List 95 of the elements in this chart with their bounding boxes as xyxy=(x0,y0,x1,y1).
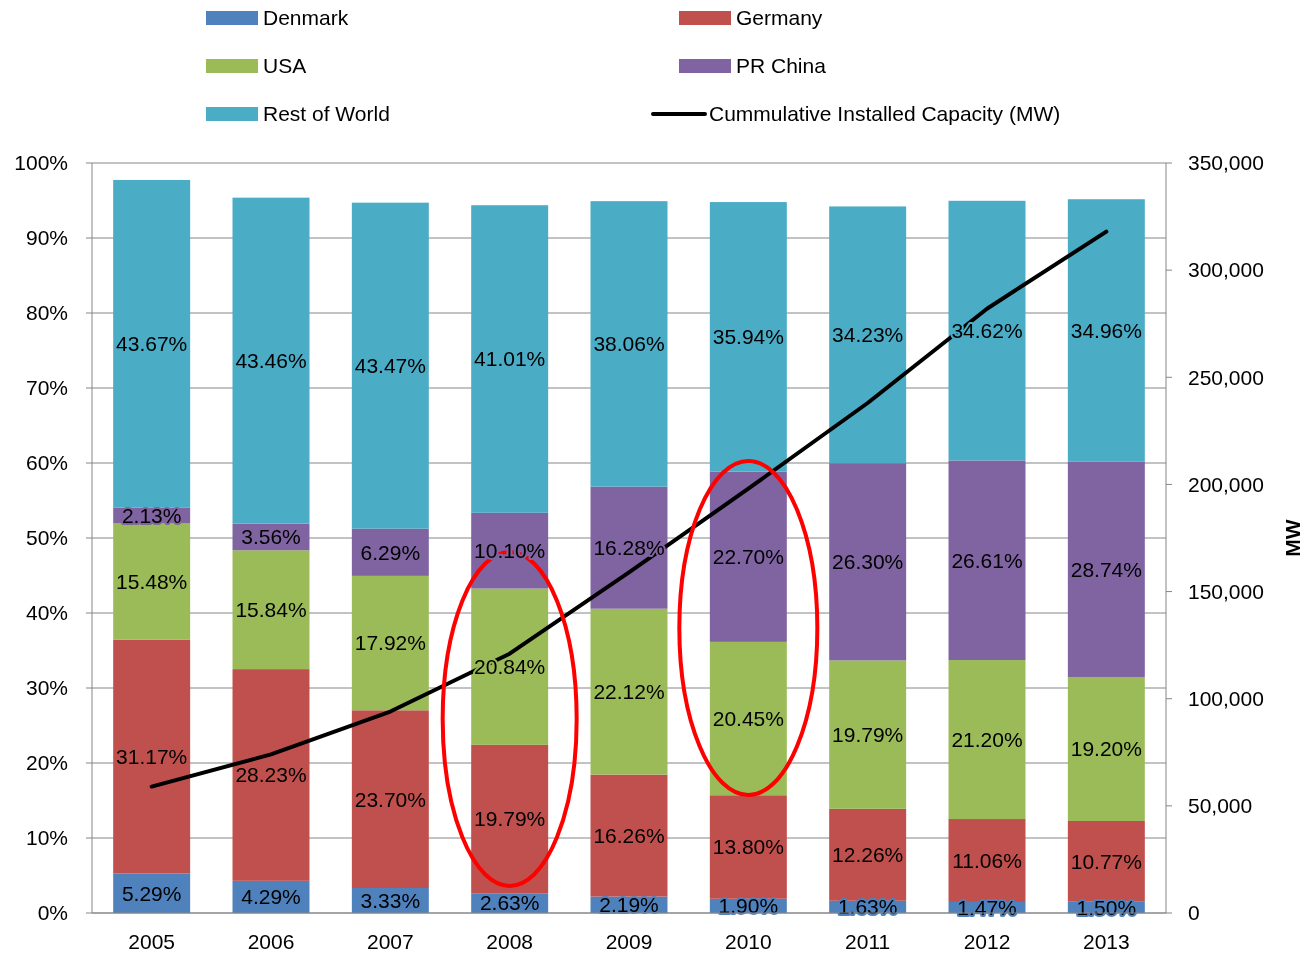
data-label: 43.46% xyxy=(235,348,307,372)
data-label: 10.10% xyxy=(474,539,546,563)
x-tick-label: 2008 xyxy=(486,930,534,953)
data-label: 19.79% xyxy=(832,722,904,746)
y-tick-label: 50% xyxy=(25,526,68,550)
data-label: 10.77% xyxy=(1070,849,1142,873)
y-tick-label: 20% xyxy=(25,751,68,775)
bar xyxy=(590,608,668,775)
data-label: 4.29% xyxy=(241,885,301,909)
y-tick-label: 10% xyxy=(25,826,68,850)
data-label: 26.30% xyxy=(832,550,904,574)
data-label: 43.67% xyxy=(116,332,188,356)
y2-tick-label: 350,000 xyxy=(1188,151,1264,175)
data-label: 35.94% xyxy=(712,325,784,349)
data-label: 43.47% xyxy=(354,354,426,378)
data-label: 16.28% xyxy=(593,536,665,560)
y2-tick-label: 150,000 xyxy=(1188,579,1264,603)
data-label: 15.84% xyxy=(235,598,307,622)
legend-label: Germany xyxy=(736,6,823,30)
bar xyxy=(351,202,429,529)
data-label: 3.33% xyxy=(360,888,421,912)
bar xyxy=(590,201,668,487)
bar xyxy=(948,200,1026,461)
data-label: 22.70% xyxy=(712,545,784,569)
data-label: 22.12% xyxy=(593,680,665,704)
legend-label: Denmark xyxy=(263,6,349,30)
data-label: 31.17% xyxy=(116,744,188,768)
bar xyxy=(1067,461,1145,677)
legend-label: PR China xyxy=(736,54,827,78)
legend-label: Rest of World xyxy=(263,102,390,126)
y2-tick-label: 100,000 xyxy=(1188,687,1264,711)
data-label: 16.26% xyxy=(593,823,665,847)
bar xyxy=(232,669,310,881)
data-label: 13.80% xyxy=(712,835,784,859)
bar xyxy=(471,205,549,513)
data-label: 28.74% xyxy=(1070,557,1142,581)
x-tick-label: 2013 xyxy=(1082,930,1130,953)
bar xyxy=(113,179,191,508)
y-tick-label: 100% xyxy=(14,151,68,175)
legend-label: USA xyxy=(263,54,307,78)
x-tick-label: 2009 xyxy=(605,930,653,953)
x-tick-label: 2006 xyxy=(247,930,295,953)
bar xyxy=(829,660,907,809)
data-label: 1.63% xyxy=(837,895,898,919)
data-label: 1.50% xyxy=(1076,895,1137,919)
bar xyxy=(829,463,907,661)
data-label: 11.06% xyxy=(952,848,1022,872)
data-label: 5.29% xyxy=(121,881,182,905)
bar xyxy=(232,197,310,524)
y2-tick-label: 300,000 xyxy=(1188,258,1264,282)
y2-tick-label: 0 xyxy=(1188,901,1200,925)
data-label: 2.63% xyxy=(479,891,540,915)
bar xyxy=(1067,199,1145,462)
x-tick-label: 2011 xyxy=(845,930,891,953)
y2-axis-title: MW xyxy=(1281,519,1304,557)
data-label: 34.23% xyxy=(832,323,904,347)
bar xyxy=(1067,676,1145,821)
data-label: 2.19% xyxy=(599,893,659,917)
y-tick-label: 70% xyxy=(25,376,68,400)
data-label: 15.48% xyxy=(116,569,188,593)
x-tick-label: 2005 xyxy=(128,930,176,953)
data-label: 21.20% xyxy=(951,727,1023,751)
x-tick-label: 2010 xyxy=(724,930,772,953)
y-tick-label: 30% xyxy=(25,676,68,700)
data-label: 12.26% xyxy=(832,843,904,867)
bar xyxy=(829,206,907,464)
data-label: 19.20% xyxy=(1070,737,1142,761)
data-label: 2.13% xyxy=(121,503,182,527)
data-label: 1.47% xyxy=(957,895,1017,919)
y-tick-label: 40% xyxy=(25,601,68,625)
y-tick-label: 90% xyxy=(25,226,68,250)
data-label: 34.96% xyxy=(1070,318,1142,342)
data-label: 41.01% xyxy=(474,347,546,371)
data-label: 26.61% xyxy=(951,548,1023,572)
y-tick-label: 0% xyxy=(37,901,68,925)
bar xyxy=(948,460,1026,661)
legend-label: Cummulative Installed Capacity (MW) xyxy=(709,102,1061,126)
data-label: 6.29% xyxy=(360,540,421,564)
y2-tick-label: 250,000 xyxy=(1188,365,1264,389)
data-label: 17.92% xyxy=(354,631,426,655)
y2-tick-label: 200,000 xyxy=(1188,472,1264,496)
y-tick-label: 60% xyxy=(25,451,68,475)
bar xyxy=(113,639,191,874)
data-label: 28.23% xyxy=(235,763,307,787)
data-label: 23.70% xyxy=(354,787,426,811)
bar xyxy=(351,710,429,889)
data-label: 3.56% xyxy=(241,525,301,549)
data-label: 20.45% xyxy=(712,706,784,730)
x-tick-label: 2007 xyxy=(366,930,414,953)
y-tick-label: 80% xyxy=(25,301,68,325)
data-label: 38.06% xyxy=(593,332,665,356)
x-tick-label: 2012 xyxy=(963,930,1011,953)
data-label: 1.90% xyxy=(718,894,779,918)
data-label: 19.79% xyxy=(474,807,546,831)
y2-tick-label: 50,000 xyxy=(1188,794,1253,818)
